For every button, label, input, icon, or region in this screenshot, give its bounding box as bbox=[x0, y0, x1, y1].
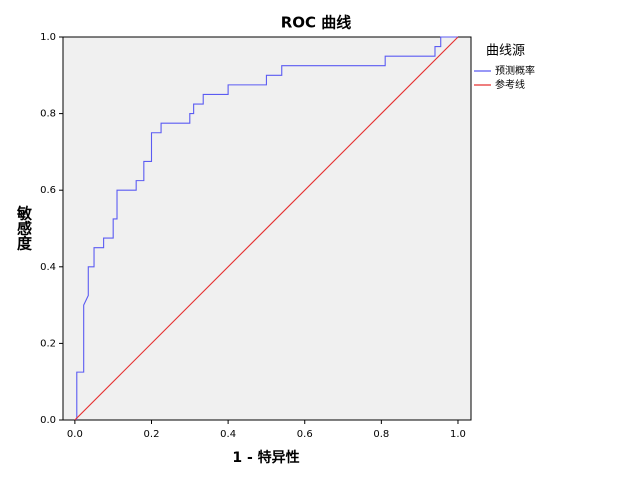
chart-title: ROC 曲线 bbox=[281, 14, 352, 32]
y-axis-label: 敏感度 bbox=[15, 205, 33, 252]
legend-label: 预测概率 bbox=[495, 64, 535, 77]
x-tick-label: 0.0 bbox=[67, 429, 83, 440]
x-tick-label: 0.4 bbox=[220, 429, 236, 440]
roc-line bbox=[74, 36, 459, 421]
y-tick-label: 1.0 bbox=[40, 32, 56, 43]
x-tick-label: 1.0 bbox=[450, 429, 466, 440]
x-tick-label: 0.2 bbox=[144, 429, 160, 440]
x-tick-label: 0.8 bbox=[373, 429, 389, 440]
roc-line bbox=[76, 36, 458, 420]
y-tick-label: 0.4 bbox=[40, 262, 56, 273]
y-tick-label: 0.2 bbox=[40, 338, 56, 349]
y-tick-label: 0.6 bbox=[40, 185, 56, 196]
x-tick-label: 0.6 bbox=[297, 429, 313, 440]
legend-title: 曲线源 bbox=[486, 44, 525, 59]
y-tick-label: 0.0 bbox=[40, 415, 56, 426]
legend-label: 参考线 bbox=[495, 78, 525, 91]
x-axis-label: 1 - 特异性 bbox=[232, 449, 299, 466]
y-tick-label: 0.8 bbox=[40, 109, 56, 120]
